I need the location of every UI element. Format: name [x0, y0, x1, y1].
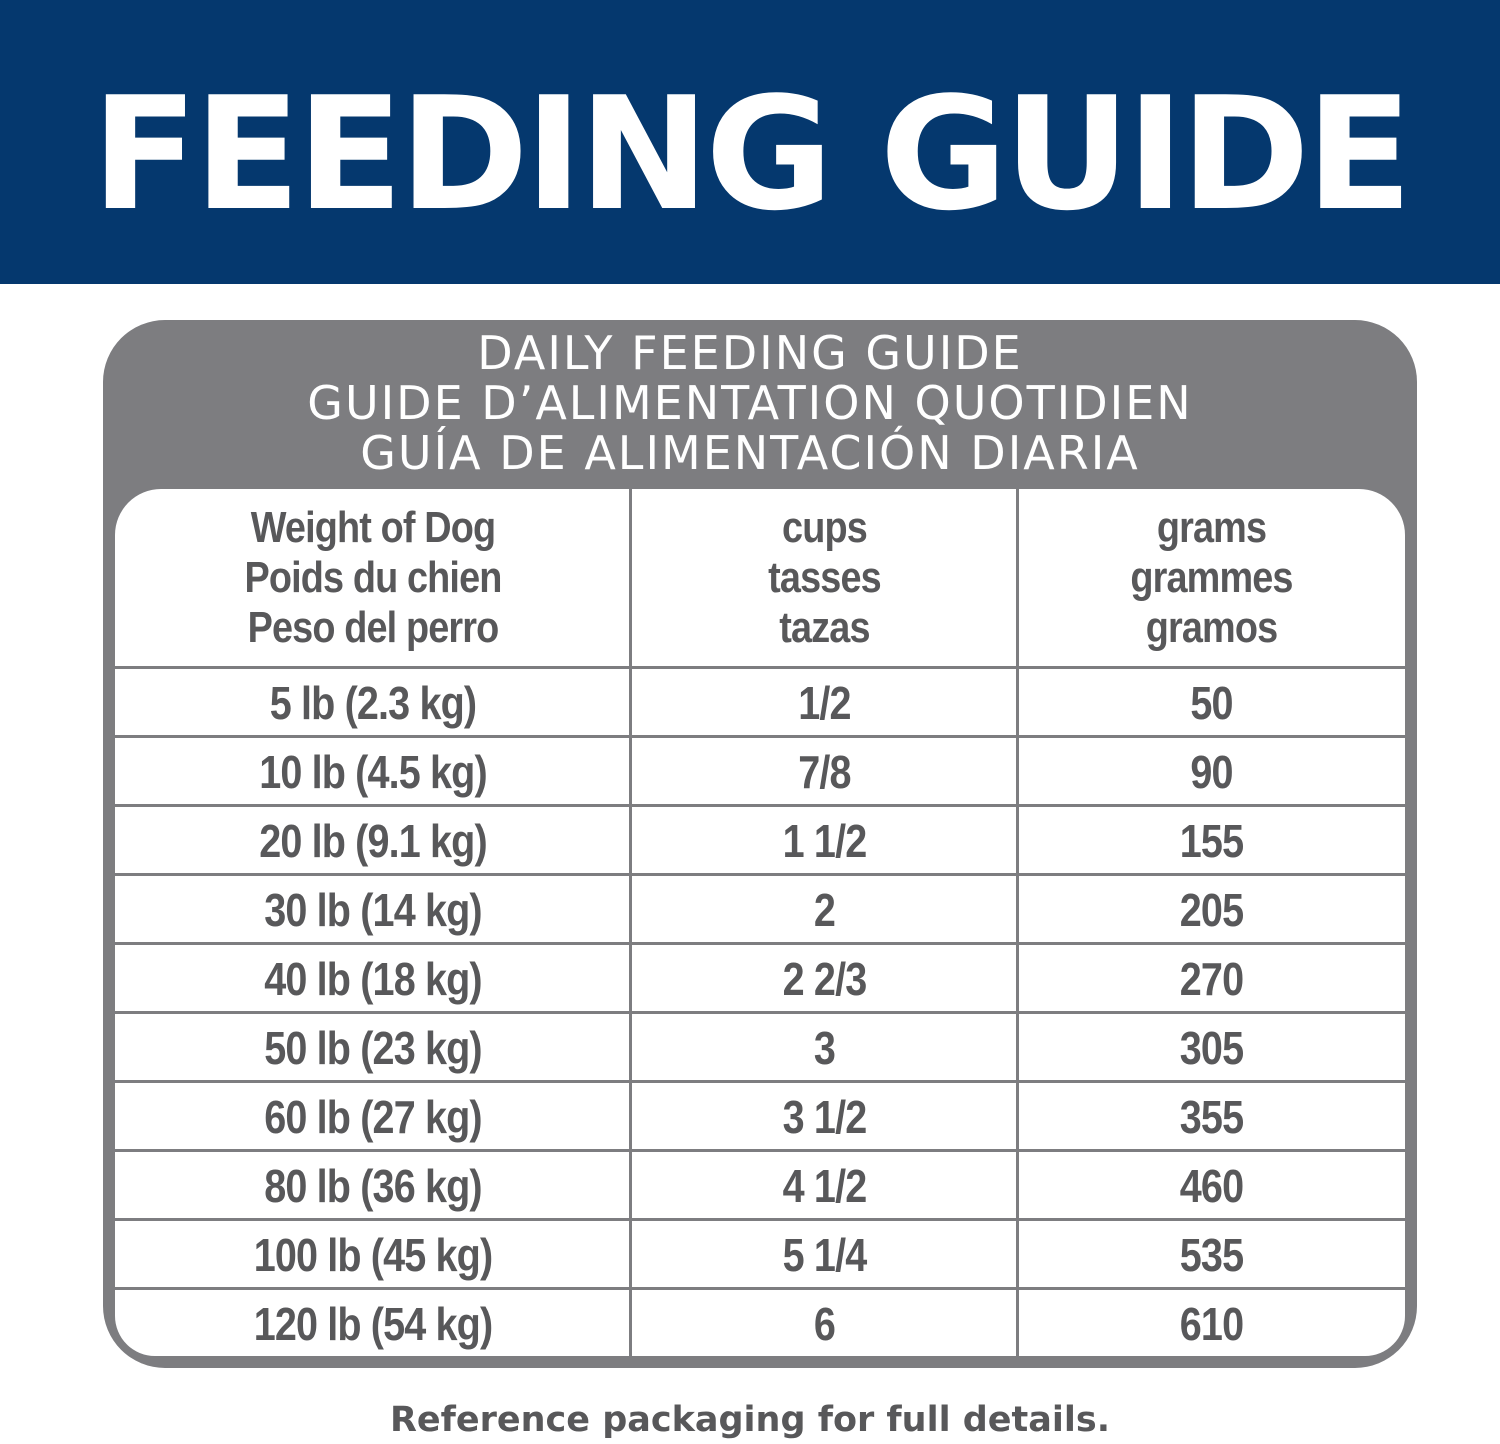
weight-cell: 80 lb (36 kg) [264, 1159, 482, 1212]
guide-heading-spanish: GUÍA DE ALIMENTACIÓN DIARIA [360, 426, 1140, 480]
column-divider [1016, 489, 1019, 1356]
grams-cell: 535 [1179, 1228, 1244, 1281]
row-divider [115, 873, 1405, 876]
cups-cell: 3 [813, 1021, 836, 1074]
grams-cell: 355 [1179, 1090, 1244, 1143]
table-row: 50 lb (23 kg) 3 305 [115, 1014, 1405, 1081]
header-banner: FEEDING GUIDE [0, 0, 1500, 284]
guide-heading-french: GUIDE D’ALIMENTATION QUOTIDIEN [307, 376, 1193, 430]
row-divider [115, 735, 1405, 738]
weight-cell: 10 lb (4.5 kg) [259, 745, 487, 798]
grams-cell: 460 [1179, 1159, 1244, 1212]
row-divider [115, 1218, 1405, 1221]
feeding-table: Weight of Dog Poids du chien Peso del pe… [115, 489, 1405, 1356]
grams-cell: 305 [1179, 1021, 1244, 1074]
grams-cell: 610 [1179, 1297, 1244, 1350]
weight-cell: 60 lb (27 kg) [264, 1090, 482, 1143]
grams-cell: 155 [1179, 814, 1244, 867]
column-header-weight: Weight of Dog Poids du chien Peso del pe… [244, 503, 502, 652]
column-divider [629, 489, 632, 1356]
table-row: 60 lb (27 kg) 3 1/2 355 [115, 1083, 1405, 1150]
weight-cell: 40 lb (18 kg) [264, 952, 482, 1005]
cups-cell: 7/8 [798, 745, 851, 798]
guide-headings: DAILY FEEDING GUIDE GUIDE D’ALIMENTATION… [0, 328, 1500, 478]
table-row: 30 lb (14 kg) 2 205 [115, 876, 1405, 943]
row-divider [115, 1011, 1405, 1014]
footer-note: Reference packaging for full details. [389, 1400, 1111, 1440]
table-row: 100 lb (45 kg) 5 1/4 535 [115, 1221, 1405, 1288]
row-divider [115, 804, 1405, 807]
weight-cell: 120 lb (54 kg) [253, 1297, 493, 1350]
table-row: 10 lb (4.5 kg) 7/8 90 [115, 738, 1405, 805]
column-header-grams: grams grammes gramos [1130, 503, 1293, 652]
column-header-cups: cups tasses tazas [768, 503, 882, 652]
guide-heading-english: DAILY FEEDING GUIDE [477, 326, 1023, 380]
row-divider [115, 1287, 1405, 1290]
table-header-row: Weight of Dog Poids du chien Peso del pe… [115, 489, 1405, 667]
cups-cell: 5 1/4 [782, 1228, 868, 1281]
table-row: 80 lb (36 kg) 4 1/2 460 [115, 1152, 1405, 1219]
row-divider [115, 1149, 1405, 1152]
cups-cell: 1 1/2 [782, 814, 868, 867]
table-row: 40 lb (18 kg) 2 2/3 270 [115, 945, 1405, 1012]
cups-cell: 2 2/3 [782, 952, 868, 1005]
cups-cell: 1/2 [798, 676, 851, 729]
table-row: 120 lb (54 kg) 6 610 [115, 1290, 1405, 1356]
page-title: FEEDING GUIDE [91, 63, 1413, 245]
row-divider [115, 666, 1405, 669]
cups-cell: 6 [813, 1297, 836, 1350]
table-row: 5 lb (2.3 kg) 1/2 50 [115, 669, 1405, 736]
cups-cell: 3 1/2 [782, 1090, 868, 1143]
weight-cell: 20 lb (9.1 kg) [259, 814, 487, 867]
grams-cell: 270 [1179, 952, 1244, 1005]
row-divider [115, 942, 1405, 945]
weight-cell: 100 lb (45 kg) [253, 1228, 493, 1281]
weight-cell: 5 lb (2.3 kg) [269, 676, 477, 729]
grams-cell: 90 [1190, 745, 1233, 798]
cups-cell: 4 1/2 [782, 1159, 868, 1212]
weight-cell: 50 lb (23 kg) [264, 1021, 482, 1074]
cups-cell: 2 [813, 883, 836, 936]
grams-cell: 205 [1179, 883, 1244, 936]
weight-cell: 30 lb (14 kg) [264, 883, 482, 936]
row-divider [115, 1080, 1405, 1083]
table-row: 20 lb (9.1 kg) 1 1/2 155 [115, 807, 1405, 874]
grams-cell: 50 [1190, 676, 1233, 729]
